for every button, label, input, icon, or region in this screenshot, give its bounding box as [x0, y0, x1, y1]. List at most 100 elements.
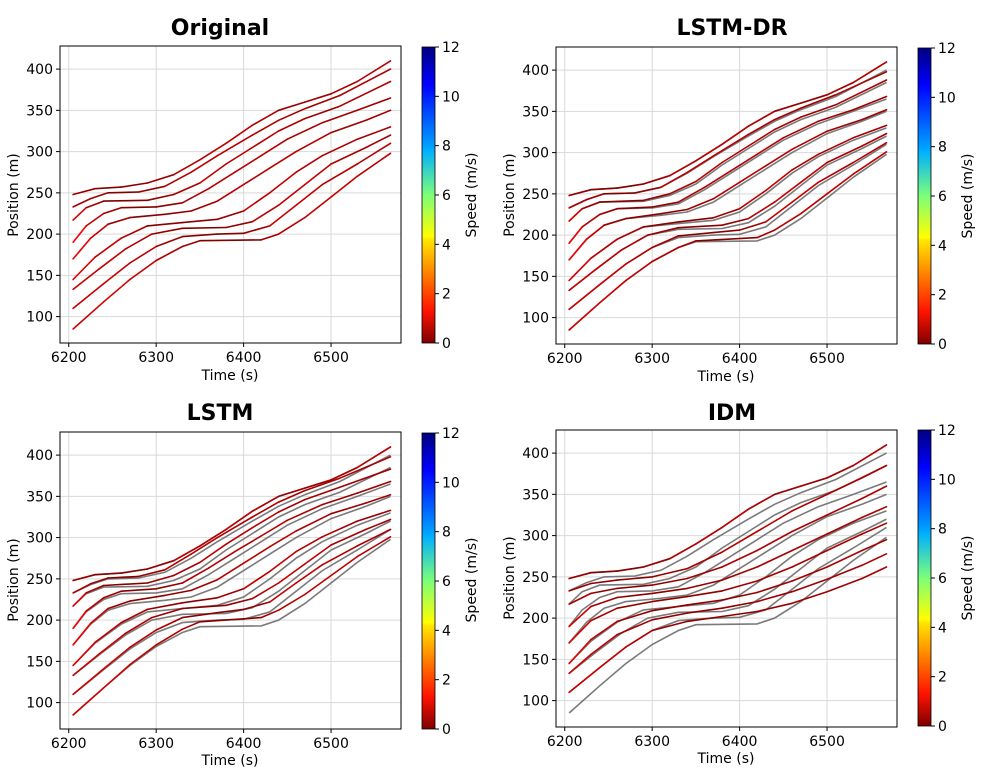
- trajectory-segment: [137, 568, 166, 578]
- trajectory-segment: [330, 146, 367, 165]
- trajectory-segment: [568, 571, 592, 580]
- trajectory-segment: [365, 109, 392, 122]
- trajectory-segment: [72, 653, 101, 677]
- y-tick-label: 150: [26, 268, 53, 284]
- trajectory-segment: [826, 81, 855, 96]
- trajectory-segment: [124, 233, 153, 250]
- subplot-lstm: LSTM 6200 6300 6400 6500 100150200250300350…: [6, 401, 480, 769]
- reference-trajectory: [72, 483, 391, 629]
- trajectory-segment: [146, 173, 175, 184]
- trajectory-segment: [861, 108, 888, 121]
- trajectory-segment: [633, 186, 662, 194]
- trajectory-segment: [826, 145, 863, 164]
- reference-trajectory: [72, 520, 391, 677]
- colorbar-tick-label: 2: [938, 288, 947, 304]
- trajectory-segment: [756, 530, 793, 552]
- trajectory-segment: [791, 493, 828, 512]
- x-tick-label: 6500: [313, 736, 349, 752]
- trajectory-segment: [268, 582, 297, 603]
- trajectory-segment: [85, 596, 105, 612]
- trajectory-segment: [268, 530, 297, 548]
- trajectory-segment: [72, 622, 92, 646]
- x-tick-label: 6500: [313, 350, 349, 366]
- colorbar-tick-label: 4: [938, 620, 947, 636]
- trajectory-veh2: [568, 71, 888, 209]
- subplot-title: IDM: [708, 401, 756, 426]
- reference-trajectory: [72, 454, 391, 594]
- trajectory-segment: [190, 154, 219, 173]
- trajectory-segment: [277, 101, 306, 112]
- trajectory-segment: [686, 615, 723, 623]
- trajectory-segment: [295, 183, 324, 206]
- y-tick-label: 400: [522, 446, 549, 462]
- trajectory-segment: [791, 153, 820, 171]
- trajectory-segment: [677, 240, 697, 249]
- colorbar-ticks: 0 2 4 6 8 10 12: [435, 40, 460, 352]
- trajectory-segment: [568, 283, 601, 311]
- trajectory-segment: [242, 192, 271, 212]
- trajectory-segment: [72, 686, 105, 716]
- trajectory-segment: [129, 629, 157, 649]
- trajectory-segment: [616, 566, 645, 572]
- trajectory-veh5: [72, 109, 392, 260]
- trajectory-segment: [242, 545, 271, 565]
- colorbar: 0 2 4 6 8 10 12 Speed (m/s): [917, 41, 976, 353]
- trajectory-segment: [216, 562, 245, 581]
- trajectory-veh8: [568, 141, 888, 311]
- trajectory-segment: [251, 130, 280, 149]
- trajectory-segment: [791, 566, 828, 582]
- trajectory-segment: [303, 196, 332, 219]
- colorbar-tick-label: 0: [442, 722, 451, 738]
- trajectory-segment: [721, 600, 758, 610]
- trajectory-segment: [677, 186, 706, 203]
- trajectory-segment: [72, 582, 92, 594]
- x-tick-label: 6200: [547, 734, 583, 750]
- trajectory-segment: [107, 575, 140, 579]
- trajectory-segment: [277, 563, 306, 584]
- trajectory-segment: [277, 498, 306, 513]
- trajectory-segment: [330, 502, 367, 515]
- trajectory-segment: [852, 124, 888, 139]
- trajectory-veh7: [568, 552, 888, 675]
- plot-frame: [59, 431, 402, 730]
- trajectory-segment: [616, 226, 645, 240]
- trajectory-segment: [146, 193, 175, 202]
- colorbar-tick-label: 2: [442, 673, 451, 689]
- trajectory-segment: [251, 495, 280, 513]
- trajectory-segment: [695, 236, 758, 242]
- trajectory-segment: [703, 170, 732, 189]
- trajectory-veh4: [568, 505, 888, 628]
- trajectory-segment: [164, 553, 192, 571]
- trajectory-segment: [277, 593, 306, 612]
- trajectory-veh3: [568, 79, 888, 222]
- trajectory-segment: [594, 249, 623, 271]
- trajectory-segment: [712, 181, 741, 200]
- trajectory-segment: [568, 666, 601, 694]
- trajectory-segment: [303, 94, 341, 110]
- trajectory-segment: [356, 535, 392, 558]
- trajectory-segment: [303, 105, 341, 120]
- trajectory-segment: [721, 566, 758, 581]
- trajectory-segment: [756, 602, 793, 613]
- y-tick-label: 250: [26, 186, 53, 202]
- trajectory-segment: [251, 501, 280, 518]
- reference-trajectory: [568, 464, 887, 605]
- trajectory-segment: [260, 519, 289, 537]
- trajectory-segment: [721, 549, 758, 568]
- trajectory-segment: [181, 567, 210, 584]
- y-tick-label: 350: [522, 487, 549, 503]
- trajectory-segment: [590, 238, 619, 260]
- subplot-title: Original: [171, 16, 269, 41]
- x-axis-label: Time (s): [697, 751, 755, 767]
- trajectory-segment: [826, 477, 863, 496]
- subplot-lstm-dr: LSTM-DR 6200 6300 6400 6500 100150200250300…: [502, 16, 976, 385]
- y-axis-label: Position (m): [6, 538, 22, 622]
- trajectory-segment: [651, 612, 689, 621]
- x-tick-label: 6200: [51, 736, 87, 752]
- trajectory-segment: [277, 183, 306, 206]
- trajectory-veh9: [72, 535, 392, 716]
- trajectory-segment: [85, 584, 105, 594]
- trajectory-segment: [129, 644, 157, 666]
- y-tick-label: 250: [26, 572, 53, 588]
- colorbar-ticks: 0 2 4 6 8 10 12: [931, 41, 956, 353]
